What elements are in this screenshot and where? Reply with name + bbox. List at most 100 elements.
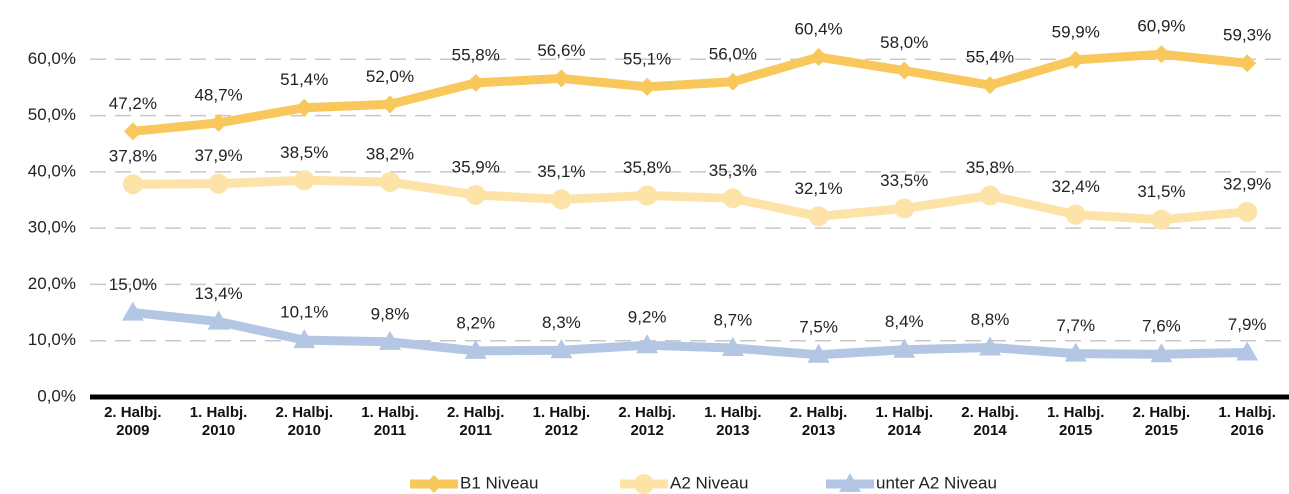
y-tick-label: 40,0% xyxy=(28,161,76,180)
data-label: 31,5% xyxy=(1137,182,1185,201)
marker xyxy=(1238,54,1257,73)
marker xyxy=(807,343,830,363)
data-label: 8,2% xyxy=(456,313,495,332)
data-label: 35,8% xyxy=(966,158,1014,177)
marker xyxy=(1151,209,1172,230)
data-label: 7,5% xyxy=(799,317,838,336)
marker xyxy=(425,475,443,493)
y-tick-label: 60,0% xyxy=(28,49,76,68)
marker xyxy=(293,329,316,349)
marker xyxy=(551,189,572,210)
x-tick-label: 2. Halbj. 2014 xyxy=(961,404,1019,439)
y-tick-label: 30,0% xyxy=(28,218,76,237)
marker xyxy=(380,171,400,192)
x-tick-label: 1. Halbj. 2014 xyxy=(875,404,934,439)
data-label: 60,4% xyxy=(794,20,842,39)
marker xyxy=(295,98,314,117)
marker xyxy=(1236,341,1259,361)
y-tick-label: 0,0% xyxy=(37,386,76,405)
marker xyxy=(809,48,828,67)
data-label: 7,6% xyxy=(1142,317,1181,336)
y-tick-label: 50,0% xyxy=(28,105,76,124)
marker xyxy=(893,338,916,358)
data-label: 10,1% xyxy=(280,303,328,322)
data-label: 33,5% xyxy=(880,171,928,190)
data-label: 35,1% xyxy=(537,162,585,181)
data-label: 8,7% xyxy=(713,311,752,330)
x-tick-label: 2. Halbj. 2010 xyxy=(275,404,334,439)
marker xyxy=(1152,45,1171,64)
y-tick-label: 10,0% xyxy=(28,330,76,349)
legend-label: unter A2 Niveau xyxy=(876,473,997,492)
marker xyxy=(466,73,485,92)
x-tick-label: 2. Halbj. 2012 xyxy=(618,404,676,439)
marker xyxy=(464,339,487,359)
marker xyxy=(722,188,743,209)
x-tick-label: 1. Halbj. 2012 xyxy=(532,404,591,439)
marker xyxy=(1065,204,1086,225)
data-label: 9,2% xyxy=(628,308,667,327)
marker xyxy=(894,198,915,219)
marker xyxy=(721,337,744,357)
marker xyxy=(209,113,228,132)
x-tick-label: 1. Halbj. 2011 xyxy=(361,404,419,439)
data-label: 13,4% xyxy=(194,284,242,303)
data-label: 48,7% xyxy=(194,85,242,104)
data-label: 7,9% xyxy=(1228,315,1267,334)
marker xyxy=(379,330,401,350)
x-tick-label: 2. Halbj. 2011 xyxy=(446,404,505,439)
data-label: 37,9% xyxy=(194,146,242,165)
marker xyxy=(1237,201,1258,222)
data-label: 51,4% xyxy=(280,70,328,89)
marker xyxy=(1066,50,1085,69)
data-label: 35,3% xyxy=(709,161,757,180)
marker xyxy=(980,185,1000,206)
marker xyxy=(465,184,486,205)
marker xyxy=(121,301,144,321)
marker xyxy=(122,174,143,195)
marker xyxy=(294,170,315,191)
x-tick-label: 2. Halbj. 2015 xyxy=(1132,404,1191,439)
data-label: 8,8% xyxy=(971,310,1010,329)
marker xyxy=(1064,342,1087,362)
data-label: 58,0% xyxy=(880,33,928,52)
marker xyxy=(839,473,861,492)
marker xyxy=(723,72,742,91)
marker xyxy=(552,69,571,88)
marker xyxy=(381,95,399,114)
x-tick-label: 1. Halbj. 2013 xyxy=(704,404,762,439)
data-label: 8,3% xyxy=(542,313,581,332)
data-label: 32,4% xyxy=(1052,177,1100,196)
marker xyxy=(123,122,142,141)
data-label: 47,2% xyxy=(109,94,157,113)
data-label: 55,1% xyxy=(623,49,671,68)
data-label: 52,0% xyxy=(366,67,414,86)
data-label: 38,5% xyxy=(280,143,328,162)
x-tick-label: 1. Halbj. 2010 xyxy=(189,404,248,439)
data-label: 60,9% xyxy=(1137,17,1185,36)
data-label: 38,2% xyxy=(366,144,414,163)
data-label: 56,0% xyxy=(709,44,757,63)
data-label: 9,8% xyxy=(371,304,410,323)
marker xyxy=(634,474,654,494)
x-tick-label: 2. Halbj. 2009 xyxy=(104,404,162,439)
marker xyxy=(636,334,659,354)
x-tick-label: 1. Halbj. 2015 xyxy=(1046,404,1105,439)
data-label: 35,8% xyxy=(623,158,671,177)
marker xyxy=(208,173,229,194)
marker xyxy=(637,185,658,206)
marker xyxy=(808,206,829,227)
marker xyxy=(895,61,914,80)
data-label: 32,1% xyxy=(794,179,842,198)
marker xyxy=(1150,343,1173,363)
data-label: 8,4% xyxy=(885,312,924,331)
data-label: 37,8% xyxy=(109,147,157,166)
data-label: 55,8% xyxy=(452,45,500,64)
marker xyxy=(979,336,1001,356)
marker xyxy=(207,310,230,330)
marker xyxy=(638,77,657,96)
y-tick-label: 20,0% xyxy=(28,274,76,293)
data-label: 59,9% xyxy=(1052,22,1100,41)
